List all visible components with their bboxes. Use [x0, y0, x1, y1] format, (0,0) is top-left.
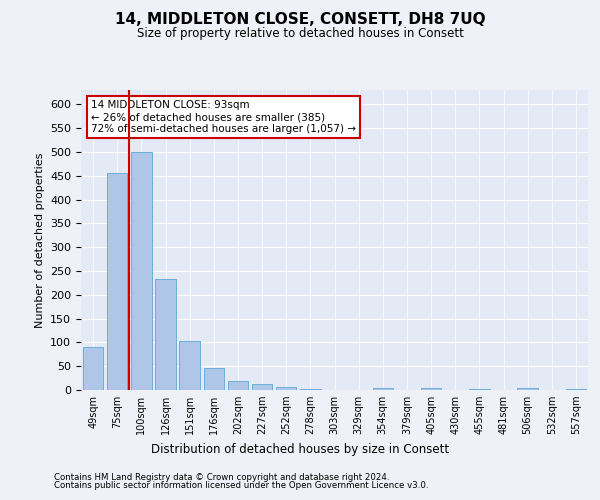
Bar [421, 388, 442, 390]
Bar [252, 384, 272, 390]
Bar [517, 388, 538, 390]
Bar [179, 341, 200, 390]
Y-axis label: Number of detached properties: Number of detached properties [35, 152, 44, 328]
Text: Size of property relative to detached houses in Consett: Size of property relative to detached ho… [137, 28, 463, 40]
Bar [469, 388, 490, 390]
Bar [276, 386, 296, 390]
Bar [83, 347, 103, 390]
Text: Contains HM Land Registry data © Crown copyright and database right 2024.: Contains HM Land Registry data © Crown c… [54, 472, 389, 482]
Text: Contains public sector information licensed under the Open Government Licence v3: Contains public sector information licen… [54, 481, 428, 490]
Text: 14 MIDDLETON CLOSE: 93sqm
← 26% of detached houses are smaller (385)
72% of semi: 14 MIDDLETON CLOSE: 93sqm ← 26% of detac… [91, 100, 356, 134]
Bar [566, 388, 586, 390]
Bar [131, 152, 152, 390]
Bar [203, 368, 224, 390]
Bar [300, 388, 320, 390]
Bar [155, 279, 176, 390]
Bar [373, 388, 393, 390]
Text: 14, MIDDLETON CLOSE, CONSETT, DH8 7UQ: 14, MIDDLETON CLOSE, CONSETT, DH8 7UQ [115, 12, 485, 28]
Bar [107, 174, 127, 390]
Bar [227, 382, 248, 390]
Text: Distribution of detached houses by size in Consett: Distribution of detached houses by size … [151, 442, 449, 456]
